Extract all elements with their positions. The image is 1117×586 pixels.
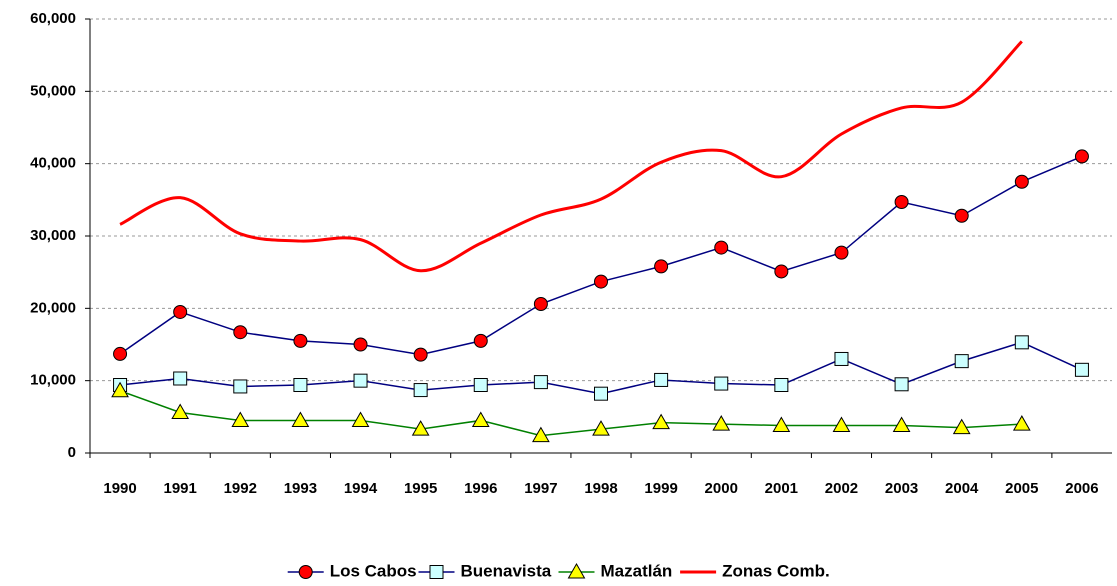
data-point xyxy=(353,337,368,352)
data-point xyxy=(471,411,490,427)
legend-label: Zonas Comb. xyxy=(722,561,830,580)
data-point xyxy=(293,378,308,393)
y-tick-label: 0 xyxy=(68,444,76,461)
data-point xyxy=(774,378,789,393)
x-tick-label: 1990 xyxy=(103,480,136,497)
data-point xyxy=(111,381,129,398)
data-point xyxy=(231,411,250,427)
data-point xyxy=(714,240,729,255)
x-tick-label: 2000 xyxy=(705,480,738,497)
data-point xyxy=(892,416,911,433)
data-point xyxy=(954,208,969,223)
x-tick-label: 1996 xyxy=(464,480,497,497)
data-point xyxy=(774,264,789,279)
x-tick-label: 2002 xyxy=(825,480,858,497)
data-point xyxy=(594,274,608,289)
data-point xyxy=(233,325,248,340)
x-tick-label: 1994 xyxy=(344,480,378,497)
y-tick-label: 50,000 xyxy=(30,82,76,99)
data-point xyxy=(652,413,670,430)
y-tick-label: 60,000 xyxy=(30,10,76,27)
legend-marker xyxy=(429,565,444,579)
x-tick-label: 2001 xyxy=(765,480,798,497)
x-tick-label: 2005 xyxy=(1005,480,1038,497)
data-point xyxy=(413,347,428,362)
data-point xyxy=(533,375,548,390)
x-tick-label: 1997 xyxy=(524,480,557,497)
legend-marker xyxy=(298,565,313,579)
x-tick-label: 1998 xyxy=(584,480,617,497)
data-point xyxy=(654,259,669,274)
data-point xyxy=(592,420,610,436)
data-point xyxy=(1074,149,1089,164)
data-point xyxy=(952,418,971,435)
data-point xyxy=(894,195,909,210)
data-point xyxy=(1014,335,1029,350)
data-point xyxy=(411,420,430,436)
data-point xyxy=(171,403,190,419)
data-point xyxy=(954,354,969,369)
legend-label: Buenavista xyxy=(461,561,552,580)
legend-marker xyxy=(567,562,586,579)
data-point xyxy=(712,415,731,431)
data-point xyxy=(532,426,550,443)
data-point xyxy=(233,379,248,394)
series-line xyxy=(119,390,1022,437)
legend-label: Mazatlán xyxy=(601,561,673,580)
y-tick-label: 10,000 xyxy=(30,372,76,389)
data-point xyxy=(473,378,488,393)
data-point xyxy=(473,333,488,348)
data-point xyxy=(533,296,548,311)
data-point xyxy=(293,333,308,348)
data-point xyxy=(714,376,729,391)
data-point xyxy=(832,416,851,433)
data-point xyxy=(291,411,310,427)
legend-label: Los Cabos xyxy=(330,561,417,580)
data-point xyxy=(834,351,849,366)
series-line xyxy=(119,40,1023,273)
y-tick-label: 30,000 xyxy=(30,227,76,244)
series-line xyxy=(119,341,1083,395)
data-point xyxy=(894,377,909,392)
data-point xyxy=(173,304,188,319)
y-tick-label: 20,000 xyxy=(30,299,76,316)
x-tick-label: 2003 xyxy=(885,480,918,497)
data-point xyxy=(1014,174,1029,189)
x-tick-label: 2006 xyxy=(1065,480,1098,497)
data-point xyxy=(772,416,791,433)
x-tick-label: 1995 xyxy=(404,480,437,497)
data-point xyxy=(1012,415,1031,431)
x-tick-label: 1999 xyxy=(644,480,677,497)
x-tick-label: 1992 xyxy=(224,480,257,497)
series-line xyxy=(119,155,1083,356)
data-point xyxy=(351,411,370,427)
data-point xyxy=(654,372,669,387)
data-point xyxy=(594,386,608,401)
x-tick-label: 2004 xyxy=(945,480,979,497)
data-point xyxy=(834,245,849,260)
x-tick-label: 1993 xyxy=(284,480,317,497)
data-point xyxy=(413,383,428,398)
data-point xyxy=(113,346,128,361)
x-tick-label: 1991 xyxy=(163,480,196,497)
y-tick-label: 40,000 xyxy=(30,155,76,172)
data-point xyxy=(1074,362,1089,377)
data-point xyxy=(353,373,368,388)
data-point xyxy=(173,371,188,386)
